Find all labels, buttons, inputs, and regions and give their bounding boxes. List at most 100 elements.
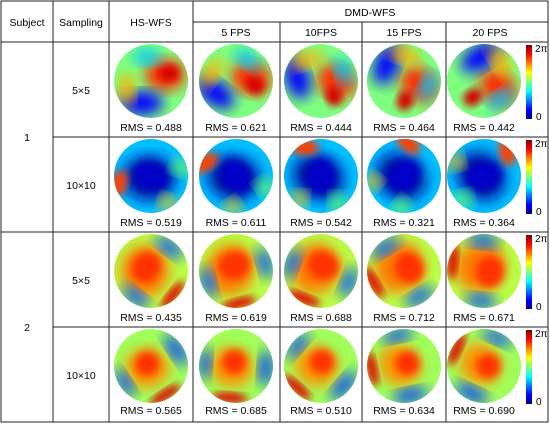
- wavefront-map-r1-c1: [114, 44, 188, 118]
- header-fps-5: 5 FPS: [221, 27, 250, 39]
- wavefront-phase-region: [405, 286, 434, 307]
- wavefront-phase-region: [396, 90, 414, 111]
- rms-r4-10fps: RMS = 0.510: [290, 405, 352, 417]
- wavefront-phase-region: [388, 159, 420, 193]
- rms-r1-hs: RMS = 0.488: [120, 122, 182, 134]
- sampling-label-row1: 5×5: [72, 85, 90, 97]
- wavefront-phase-region: [475, 255, 504, 288]
- subject-label-1: 1: [24, 132, 30, 144]
- wavefront-map-r3-c2: [199, 234, 273, 308]
- wavefront-map-r2-c5: [447, 139, 521, 213]
- colorbar-row1: 2π 0: [526, 44, 548, 123]
- rms-r3-15fps: RMS = 0.712: [373, 312, 435, 324]
- row-labels: 1 2 5×5 10×10 5×5 10×10: [24, 85, 96, 382]
- wavefront-phase-region: [159, 65, 179, 81]
- colorbar-max-label: 2π: [535, 329, 548, 340]
- wavefront-phase-region: [389, 46, 421, 66]
- wavefront-phase-region: [199, 347, 212, 380]
- header-fps-20: 20 FPS: [472, 27, 507, 39]
- wavefront-phase-region: [464, 293, 497, 308]
- wavefront-phase-region: [466, 161, 502, 191]
- wavefront-phase-region: [222, 349, 247, 374]
- wavefront-map-r1-c4: [367, 44, 441, 118]
- wavefront-phase-region: [467, 234, 500, 248]
- wavefront-phase-region: [224, 199, 241, 213]
- rms-r4-5fps: RMS = 0.685: [205, 405, 267, 417]
- wavefront-map-r1-c2: [199, 44, 273, 118]
- wavefront-phase-region: [396, 139, 421, 154]
- wavefront-map-r4-c2: [199, 329, 273, 403]
- rms-r2-20fps: RMS = 0.364: [453, 217, 515, 229]
- colorbars: 2π 0 2π 0 2π 0 2π 0: [526, 44, 548, 408]
- wavefront-phase-region: [200, 59, 224, 87]
- colorbar-min-label: 0: [536, 397, 542, 408]
- rms-r4-15fps: RMS = 0.634: [373, 405, 435, 417]
- rms-r3-hs: RMS = 0.435: [120, 312, 182, 324]
- wavefront-phase-region: [245, 76, 265, 95]
- wavefront-phase-region: [394, 252, 424, 284]
- wavefront-phase-region: [119, 73, 135, 105]
- header-fps-15: 15 FPS: [386, 27, 421, 39]
- wavefront-phase-region: [370, 237, 400, 258]
- wavefront-phase-region: [258, 350, 273, 387]
- wavefront-phase-region: [392, 387, 428, 403]
- wavefront-map-r3-c3: [284, 234, 358, 308]
- sampling-label-row2: 10×10: [66, 180, 96, 192]
- rms-r2-5fps: RMS = 0.611: [206, 217, 267, 229]
- wavefront-map-r1-c5: [447, 44, 521, 118]
- wavefront-phase-region: [221, 296, 256, 308]
- wavefront-phase-region: [133, 49, 161, 65]
- wavefront-phase-region: [284, 375, 311, 400]
- colorbar-max-label: 2π: [535, 44, 548, 55]
- wavefront-map-r2-c4: [367, 139, 441, 213]
- wavefront-map-r4-c3: [284, 329, 358, 403]
- rms-r2-10fps: RMS = 0.542: [290, 217, 352, 229]
- wavefront-phase-region: [310, 349, 335, 374]
- header-subject: Subject: [9, 17, 44, 29]
- wavefront-phase-region: [133, 161, 169, 191]
- rms-r1-5fps: RMS = 0.621: [205, 122, 267, 134]
- rms-r2-hs: RMS = 0.519: [120, 217, 182, 229]
- wavefront-map-r1-c3: [284, 44, 358, 118]
- colorbar-max-label: 2π: [535, 139, 548, 150]
- colorbar-row4: 2π 0: [526, 329, 548, 408]
- table-header: Subject Sampling HS-WFS DMD-WFS 5 FPS 10…: [9, 7, 507, 39]
- sampling-label-row4: 10×10: [66, 370, 96, 382]
- sampling-label-row3: 5×5: [72, 275, 90, 287]
- wavefront-phase-region: [156, 236, 183, 259]
- wavefront-phase-region: [454, 383, 488, 403]
- wavefront-phase-region: [220, 159, 252, 193]
- wavefront-phase-region: [164, 334, 188, 366]
- wavefront-phase-region: [463, 88, 483, 106]
- wavefront-phase-region: [122, 285, 150, 308]
- wavefront-phase-region: [257, 247, 273, 279]
- rms-r4-hs: RMS = 0.565: [120, 405, 182, 417]
- wavefront-phase-region: [339, 267, 358, 298]
- wavefront-phase-region: [392, 198, 410, 213]
- wavefront-phase-region: [135, 351, 160, 376]
- header-dmd-wfs: DMD-WFS: [345, 7, 396, 19]
- wavefront-phase-region: [306, 158, 336, 194]
- wavefront-map-r3-c5: [447, 234, 521, 308]
- wavefront-phase-region: [291, 51, 323, 69]
- colorbar-row3: 2π 0: [526, 234, 548, 313]
- wavefront-map-r2-c1: [114, 139, 188, 213]
- colorbar-min-label: 0: [536, 302, 542, 313]
- wavefront-phase-region: [487, 89, 513, 110]
- wavefront-phase-region: [367, 173, 382, 190]
- colorbar-min-label: 0: [536, 207, 542, 218]
- wavefront-phase-region: [307, 251, 339, 280]
- wavefront-phase-region: [218, 251, 251, 280]
- wavefront-phase-region: [367, 266, 384, 298]
- header-hs-wfs: HS-WFS: [130, 17, 171, 29]
- wavefront-phase-region: [160, 280, 185, 308]
- wavefront-phase-region: [235, 48, 260, 70]
- subject-label-2: 2: [24, 322, 30, 334]
- wavefront-phase-region: [291, 190, 308, 207]
- wavefront-phase-region: [286, 290, 321, 307]
- wavefront-phase-region: [395, 351, 420, 376]
- wavefront-phase-region: [489, 47, 511, 76]
- rms-r1-20fps: RMS = 0.442: [453, 122, 515, 134]
